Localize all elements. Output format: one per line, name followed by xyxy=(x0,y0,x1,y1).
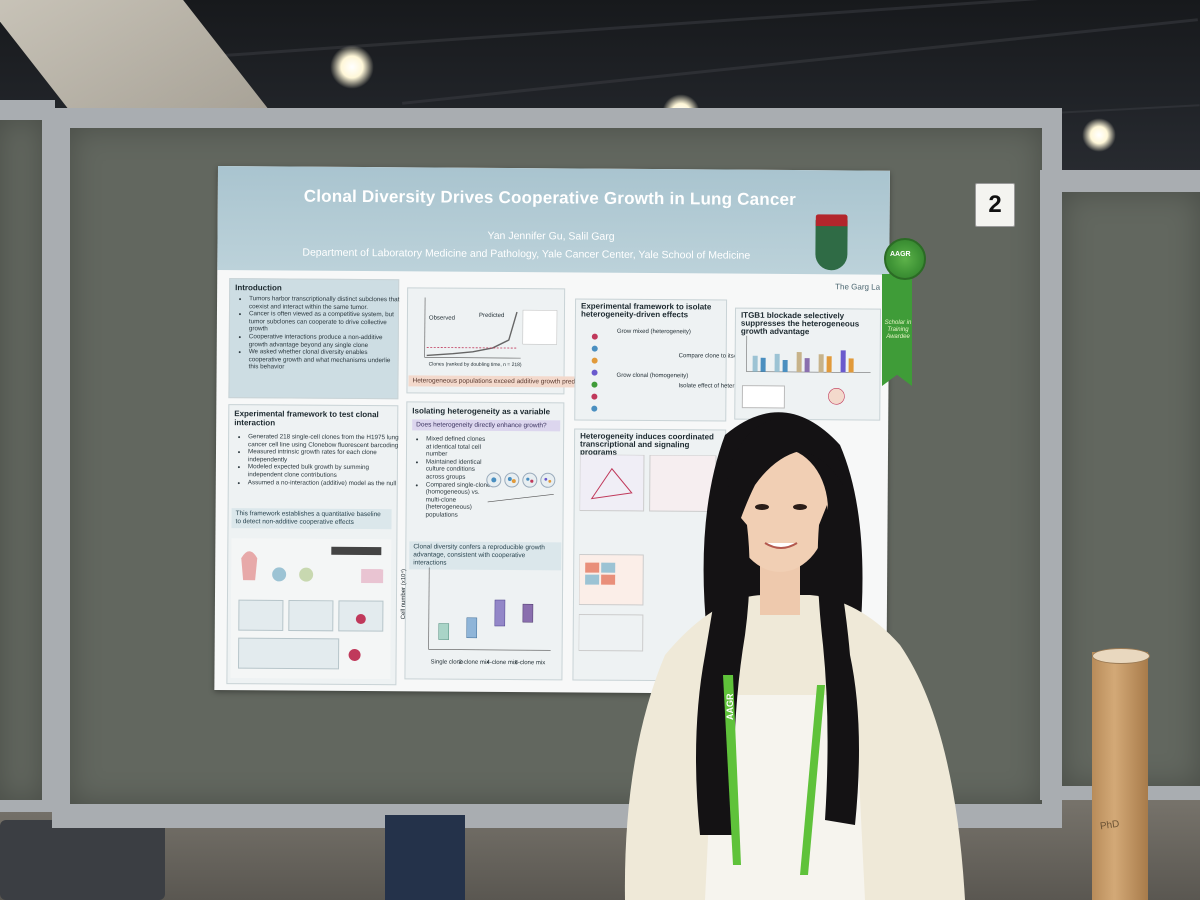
observed-line xyxy=(426,347,517,349)
background-person-legs xyxy=(385,815,465,900)
plate-icon xyxy=(361,569,384,584)
list-item: Cooperative interactions produce a non-a… xyxy=(249,333,401,349)
box-8-clone xyxy=(522,603,534,623)
cell-icon xyxy=(272,567,287,582)
research-poster: Clonal Diversity Drives Cooperative Grow… xyxy=(214,166,890,695)
list-item: Compared single-clone (homogeneous) vs. … xyxy=(426,481,492,519)
box-single-clone xyxy=(438,623,450,640)
growth-curve xyxy=(426,311,518,357)
framework-bullets: Generated 218 single-cell clones from th… xyxy=(238,433,400,487)
left-panel-board xyxy=(0,120,42,800)
lanyard xyxy=(723,675,741,865)
list-item: Modeled expected bulk growth by summing … xyxy=(248,464,400,480)
poster-tube xyxy=(1092,652,1148,900)
ceiling-light xyxy=(330,45,374,89)
award-text: Scholar in Training Awardee xyxy=(884,320,912,340)
isolating-ylabel: Cell number (x10⁴) xyxy=(400,569,408,620)
driven-clonal: Grow clonal (homogeneity) xyxy=(616,372,689,380)
list-item: Assumed a no-interaction (additive) mode… xyxy=(248,479,400,488)
presenter-eye xyxy=(755,504,769,510)
list-item: Generated 218 single-cell clones from th… xyxy=(248,433,400,449)
presenter-hair-left xyxy=(696,505,750,835)
lung-icon xyxy=(241,551,258,581)
coordinated-figures xyxy=(578,454,717,652)
driven-compare: Compare clone to itself xyxy=(678,353,741,360)
predicted-label: Predicted xyxy=(478,312,505,320)
lanyard-text: AAGR xyxy=(725,693,735,721)
growth-callout: Heterogeneous populations exceed additiv… xyxy=(408,375,598,388)
isolating-question: Does heterogeneity directly enhance grow… xyxy=(412,419,561,432)
cell-icon xyxy=(299,567,314,582)
award-badge: AAGR xyxy=(890,251,911,258)
framework-diagram xyxy=(230,538,392,680)
isolating-bullets: Mixed defined clones at identical total … xyxy=(416,435,493,519)
ceiling-light xyxy=(1082,118,1116,152)
cell-dots-diagram xyxy=(591,333,598,412)
growth-xlabel: Clones (ranked by doubling time, n = 218… xyxy=(428,361,522,369)
box-4-clone xyxy=(494,599,506,627)
list-item: Measured intrinsic growth rates for each… xyxy=(248,448,400,464)
intro-title: Introduction xyxy=(235,283,282,293)
booth-number: 2 xyxy=(975,183,1015,227)
award-ribbon xyxy=(882,274,912,386)
driven-title: Experimental framework to isolate hetero… xyxy=(580,301,712,320)
list-item: Maintained identical culture conditions … xyxy=(426,458,492,481)
driven-mixed: Grow mixed (heterogeneity) xyxy=(616,328,691,336)
group-label: 2-clone mix xyxy=(458,659,490,666)
itgb1-chart xyxy=(741,335,871,409)
presenter-smile xyxy=(764,542,798,549)
observed-label: Observed xyxy=(428,315,455,322)
box-2-clone xyxy=(466,617,478,639)
lanyard xyxy=(800,685,825,875)
presenter-top xyxy=(705,695,865,900)
poster-lab: The Garg La xyxy=(835,282,881,292)
presenter-eye xyxy=(793,504,807,510)
mix-diagram xyxy=(486,472,556,503)
group-label: 4-clone mix xyxy=(486,659,518,667)
framework-callout: This framework establishes a quantitativ… xyxy=(231,508,392,530)
barcode-icon xyxy=(331,546,382,556)
cell-number-chart xyxy=(428,567,551,651)
presenter-bangs xyxy=(727,416,843,535)
group-label: 8-clone mix xyxy=(514,660,546,667)
award-rosette-icon xyxy=(884,238,926,280)
poster-tube-cap xyxy=(1092,648,1150,664)
list-item: Tumors harbor transcriptionally distinct… xyxy=(249,295,401,311)
intro-bullets: Tumors harbor transcriptionally distinct… xyxy=(239,295,402,372)
growth-plot xyxy=(424,297,558,359)
list-item: Mixed defined clones at identical total … xyxy=(426,435,492,458)
presenter xyxy=(624,412,965,900)
poster-authors: Yan Jennifer Gu, Salil Garg xyxy=(487,229,615,243)
framework-title: Experimental framework to test clonal in… xyxy=(234,409,379,428)
chair xyxy=(0,820,165,900)
yale-shield-icon xyxy=(815,214,848,271)
presenter-hair-right xyxy=(817,505,859,825)
list-item: Cancer is often viewed as a competitive … xyxy=(249,310,401,334)
list-item: We asked whether clonal diversity enable… xyxy=(249,348,401,372)
isolating-title: Isolating heterogeneity as a variable xyxy=(412,406,551,417)
poster-title: Clonal Diversity Drives Cooperative Grow… xyxy=(303,186,797,210)
